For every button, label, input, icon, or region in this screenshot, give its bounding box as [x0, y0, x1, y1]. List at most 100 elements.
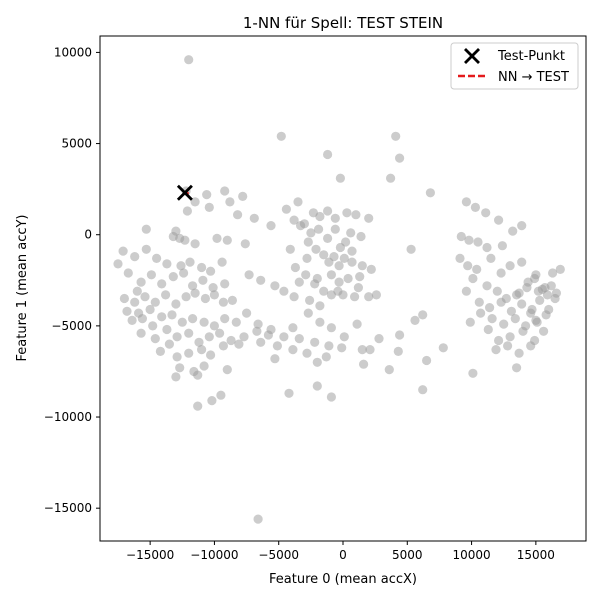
data-point [218, 297, 228, 307]
data-point [306, 228, 316, 238]
data-point [171, 372, 181, 382]
test-point [176, 184, 193, 201]
data-point [311, 244, 321, 254]
data-point [499, 319, 509, 329]
data-point [496, 297, 506, 307]
y-tick-label: −5000 [51, 319, 92, 333]
data-point [312, 357, 322, 367]
data-point [119, 293, 129, 304]
x-axis-label: Feature 0 (mean accX) [269, 572, 417, 587]
data-point [162, 324, 172, 335]
data-point [312, 381, 322, 391]
data-point [474, 297, 484, 307]
x-tick-label: −10000 [190, 548, 238, 562]
data-point [148, 321, 158, 331]
data-point [461, 197, 471, 207]
data-point [319, 250, 329, 260]
data-point [476, 308, 486, 318]
data-point [185, 257, 195, 267]
data-point [204, 202, 214, 212]
data-point [351, 210, 361, 220]
data-point [231, 317, 241, 327]
data-point [199, 317, 209, 327]
data-point [530, 273, 540, 284]
data-point [505, 332, 515, 342]
data-point [548, 268, 558, 278]
data-point [222, 365, 232, 375]
data-point [212, 233, 222, 243]
data-point [188, 314, 198, 324]
data-point [288, 323, 298, 333]
data-point [339, 253, 349, 263]
data-point [326, 323, 336, 333]
data-point [485, 303, 495, 313]
data-point [410, 315, 420, 325]
data-point [334, 261, 344, 271]
data-point [206, 266, 216, 276]
data-point [137, 314, 147, 324]
data-point [188, 281, 198, 291]
data-point [294, 277, 304, 287]
data-point [470, 202, 480, 212]
data-point [330, 224, 340, 234]
legend-label-test-point: Test-Punkt [497, 49, 565, 64]
data-point [270, 354, 280, 364]
data-point [198, 275, 208, 285]
data-point [302, 253, 312, 263]
data-point [150, 334, 160, 344]
data-point [227, 295, 237, 305]
data-point [544, 304, 554, 315]
data-point [339, 332, 349, 342]
data-point [200, 293, 210, 304]
data-point [172, 352, 182, 362]
legend-label-nn: NN → TEST [498, 70, 569, 85]
data-point [510, 314, 520, 324]
data-point [270, 281, 280, 291]
data-point [465, 317, 475, 327]
data-point [141, 224, 151, 234]
data-point [190, 288, 200, 298]
data-point [180, 235, 190, 245]
data-point [145, 304, 155, 315]
x-axis: −15000 −10000 −5000 0 5000 10000 15000 [126, 541, 555, 562]
data-point [136, 277, 146, 287]
data-point [464, 235, 474, 245]
data-point [371, 290, 381, 300]
data-point [333, 286, 343, 296]
data-point [321, 352, 331, 362]
data-point [393, 346, 403, 356]
data-point [473, 237, 483, 247]
data-point [335, 173, 345, 183]
data-point [391, 131, 401, 141]
data-point [296, 221, 306, 231]
data-point [526, 341, 536, 351]
data-point [162, 259, 172, 269]
data-point [209, 290, 219, 300]
data-point [505, 261, 515, 271]
data-point [337, 343, 347, 353]
data-point [395, 153, 405, 163]
data-point [468, 273, 478, 284]
data-point [374, 334, 384, 344]
x-tick-label: −5000 [258, 548, 299, 562]
data-point [226, 335, 236, 346]
data-point [487, 314, 497, 324]
y-tick-label: 5000 [61, 137, 92, 151]
data-point [176, 261, 186, 271]
data-point [546, 281, 556, 291]
data-point [222, 235, 232, 245]
data-point [323, 233, 333, 243]
data-point [220, 314, 230, 324]
data-point [215, 328, 225, 338]
data-point [506, 306, 516, 316]
data-point [256, 275, 266, 285]
data-point [197, 262, 207, 273]
data-point [334, 277, 344, 287]
data-point [220, 279, 230, 289]
data-point [263, 330, 273, 340]
data-point [303, 308, 313, 318]
data-point [486, 253, 496, 263]
data-point [206, 350, 216, 360]
data-point [494, 335, 504, 346]
data-point [357, 345, 367, 355]
